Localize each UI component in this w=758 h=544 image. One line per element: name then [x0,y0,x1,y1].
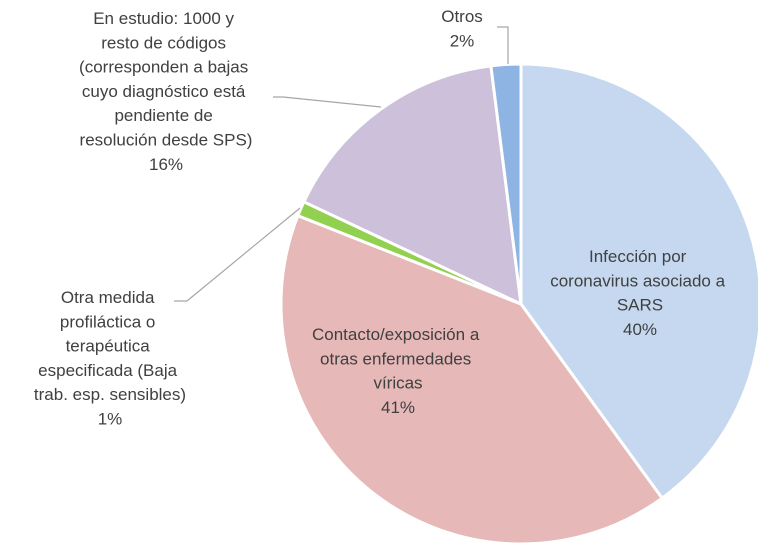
label-line: (corresponden a bajas [79,58,253,77]
pie-slice [279,213,665,544]
value-label: 1% [98,410,123,429]
slice-label: Otra medida profiláctica o terapéutica e… [34,288,186,404]
value-label: 40% [623,320,657,339]
leader-line [174,207,301,302]
label-line: resolución desde SPS) [80,131,253,150]
slice-label: Contacto/exposición a otras enfermedades… [312,325,484,393]
label-line: cuyo diagnóstico está [82,82,250,101]
label-line: pendiente de [114,106,217,125]
label-line: profiláctica o [60,312,160,331]
slice-label: En estudio: 1000 y resto de códigos (cor… [79,9,253,150]
label-line: Contacto/exposición a [312,325,484,344]
label-line: víricas [373,374,422,393]
value-label: 16% [149,155,183,174]
slice-label: Otros [441,7,483,26]
label-line: resto de códigos [101,33,230,52]
label-line: SARS [617,296,663,315]
label-line: Otra medida [61,288,159,307]
pie-slice [519,62,758,501]
pie-slice [301,64,523,307]
label-line: trab. esp. sensibles) [34,385,186,404]
label-line: terapéutica [66,337,155,356]
label-line: otras enfermedades [320,349,476,368]
leader-line [273,96,382,108]
label-line: En estudio: 1000 y [93,9,239,28]
label-line: coronavirus asociado a [550,271,730,290]
leader-line [497,26,509,64]
pie-slice [489,62,523,305]
value-label: 2% [450,31,475,50]
slice-label: Infección por coronavirus asociado a SAR… [550,247,730,315]
label-line: especificada (Baja [38,361,182,380]
label-line: Infección por [589,247,691,266]
label-line: Otros [441,7,483,26]
value-label: 41% [381,398,415,417]
